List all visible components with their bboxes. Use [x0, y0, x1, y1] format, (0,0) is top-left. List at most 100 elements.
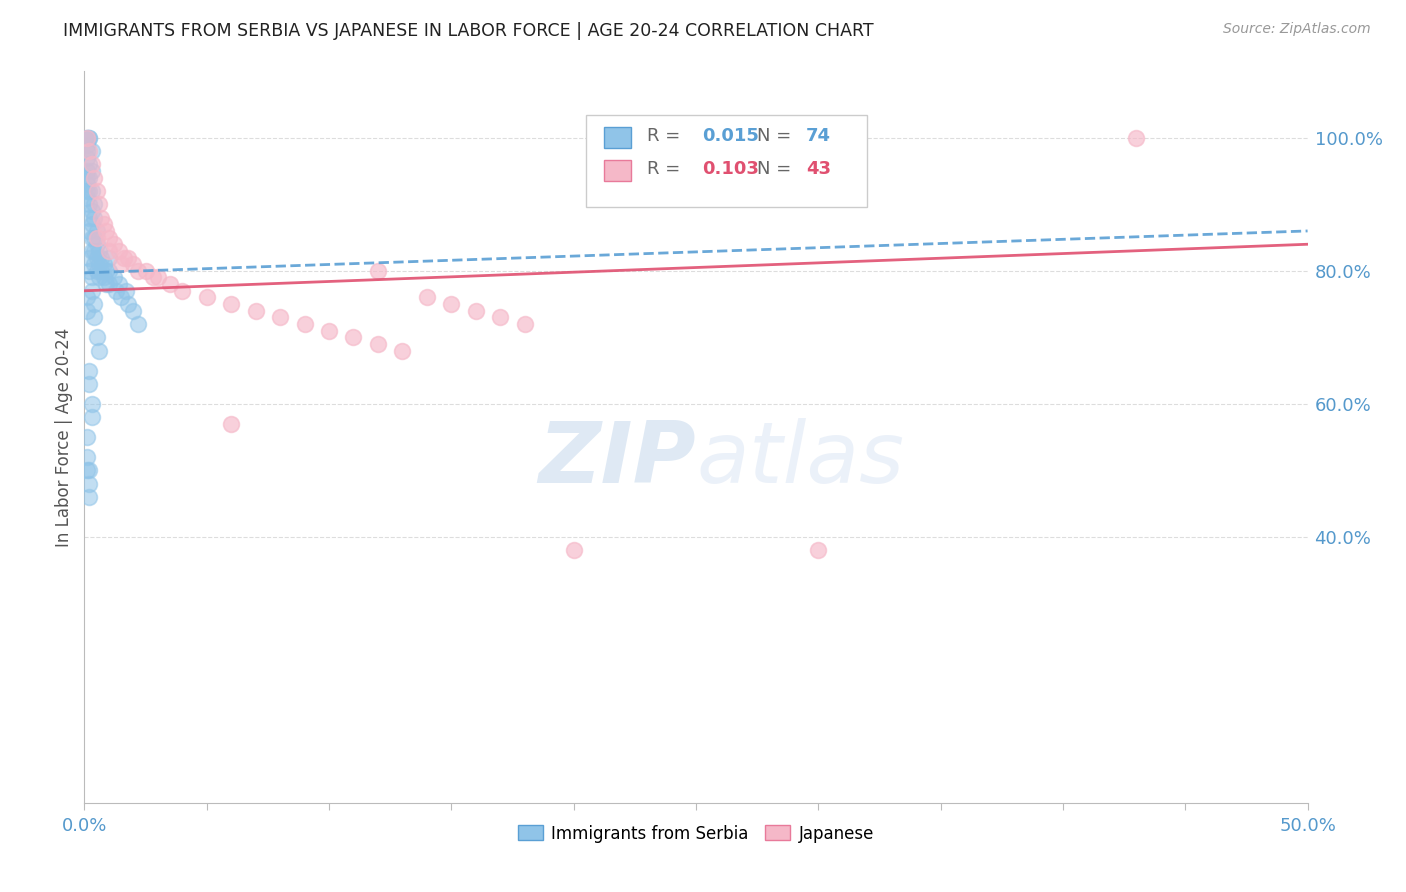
Point	[107, 244, 129, 258]
Point	[77, 251, 100, 265]
Point	[86, 184, 108, 198]
Point	[77, 131, 100, 145]
Point	[115, 284, 138, 298]
Point	[159, 277, 181, 292]
Point	[80, 184, 103, 198]
Point	[80, 410, 103, 425]
Point	[93, 257, 115, 271]
Point	[489, 310, 512, 325]
Point	[464, 303, 486, 318]
Point	[367, 264, 389, 278]
Point	[93, 270, 115, 285]
Point	[87, 197, 110, 211]
Point	[76, 151, 98, 165]
Point	[87, 257, 110, 271]
Point	[96, 264, 118, 278]
Point	[77, 131, 100, 145]
Text: R =: R =	[647, 128, 686, 145]
Point	[80, 164, 103, 178]
Point	[96, 224, 118, 238]
Point	[90, 211, 112, 225]
Point	[318, 324, 340, 338]
Point	[80, 144, 103, 158]
Point	[76, 290, 98, 304]
Text: 0.103: 0.103	[702, 161, 759, 178]
FancyBboxPatch shape	[586, 115, 868, 207]
Point	[440, 297, 463, 311]
Point	[807, 543, 830, 558]
Point	[76, 131, 98, 145]
Point	[86, 264, 108, 278]
Point	[122, 257, 145, 271]
Point	[219, 417, 242, 431]
Point	[83, 211, 105, 225]
Point	[77, 463, 100, 477]
Bar	[605, 128, 631, 148]
Point	[110, 257, 132, 271]
Text: R =: R =	[647, 161, 686, 178]
Point	[77, 490, 100, 504]
Point	[86, 237, 108, 252]
Point	[105, 284, 128, 298]
Point	[76, 463, 98, 477]
Point	[127, 264, 149, 278]
Text: IMMIGRANTS FROM SERBIA VS JAPANESE IN LABOR FORCE | AGE 20-24 CORRELATION CHART: IMMIGRANTS FROM SERBIA VS JAPANESE IN LA…	[63, 22, 875, 40]
Text: atlas: atlas	[696, 417, 904, 500]
Point	[107, 277, 129, 292]
Point	[77, 264, 100, 278]
Point	[245, 303, 267, 318]
Point	[117, 251, 139, 265]
Point	[76, 184, 98, 198]
Point	[367, 337, 389, 351]
Point	[83, 244, 105, 258]
Point	[172, 284, 194, 298]
Y-axis label: In Labor Force | Age 20-24: In Labor Force | Age 20-24	[55, 327, 73, 547]
Point	[103, 270, 125, 285]
Point	[76, 131, 98, 145]
Point	[127, 317, 149, 331]
Point	[83, 297, 105, 311]
Point	[269, 310, 291, 325]
Point	[1125, 131, 1147, 145]
Point	[80, 217, 103, 231]
Point	[77, 144, 100, 158]
Point	[87, 244, 110, 258]
Text: 0.015: 0.015	[702, 128, 759, 145]
Point	[76, 137, 98, 152]
Point	[76, 144, 98, 158]
Point	[391, 343, 413, 358]
Point	[83, 257, 105, 271]
Text: Source: ZipAtlas.com: Source: ZipAtlas.com	[1223, 22, 1371, 37]
Point	[86, 230, 108, 244]
Text: 43: 43	[806, 161, 831, 178]
Point	[80, 397, 103, 411]
Point	[135, 264, 157, 278]
Point	[76, 178, 98, 192]
Point	[77, 376, 100, 391]
Point	[103, 237, 125, 252]
Bar	[605, 161, 631, 181]
Point	[77, 197, 100, 211]
Point	[86, 224, 108, 238]
Point	[83, 230, 105, 244]
Text: N =: N =	[758, 161, 797, 178]
Point	[76, 164, 98, 178]
Point	[97, 244, 120, 258]
Point	[97, 264, 120, 278]
Point	[76, 303, 98, 318]
Point	[76, 450, 98, 464]
Point	[86, 251, 108, 265]
Point	[562, 543, 585, 558]
Point	[86, 330, 108, 344]
Point	[77, 157, 100, 171]
Point	[80, 230, 103, 244]
Point	[77, 170, 100, 185]
Point	[76, 170, 98, 185]
Point	[90, 264, 112, 278]
Point	[87, 270, 110, 285]
Point	[146, 270, 169, 285]
Point	[77, 211, 100, 225]
Point	[90, 251, 112, 265]
Point	[83, 310, 105, 325]
Point	[80, 270, 103, 285]
